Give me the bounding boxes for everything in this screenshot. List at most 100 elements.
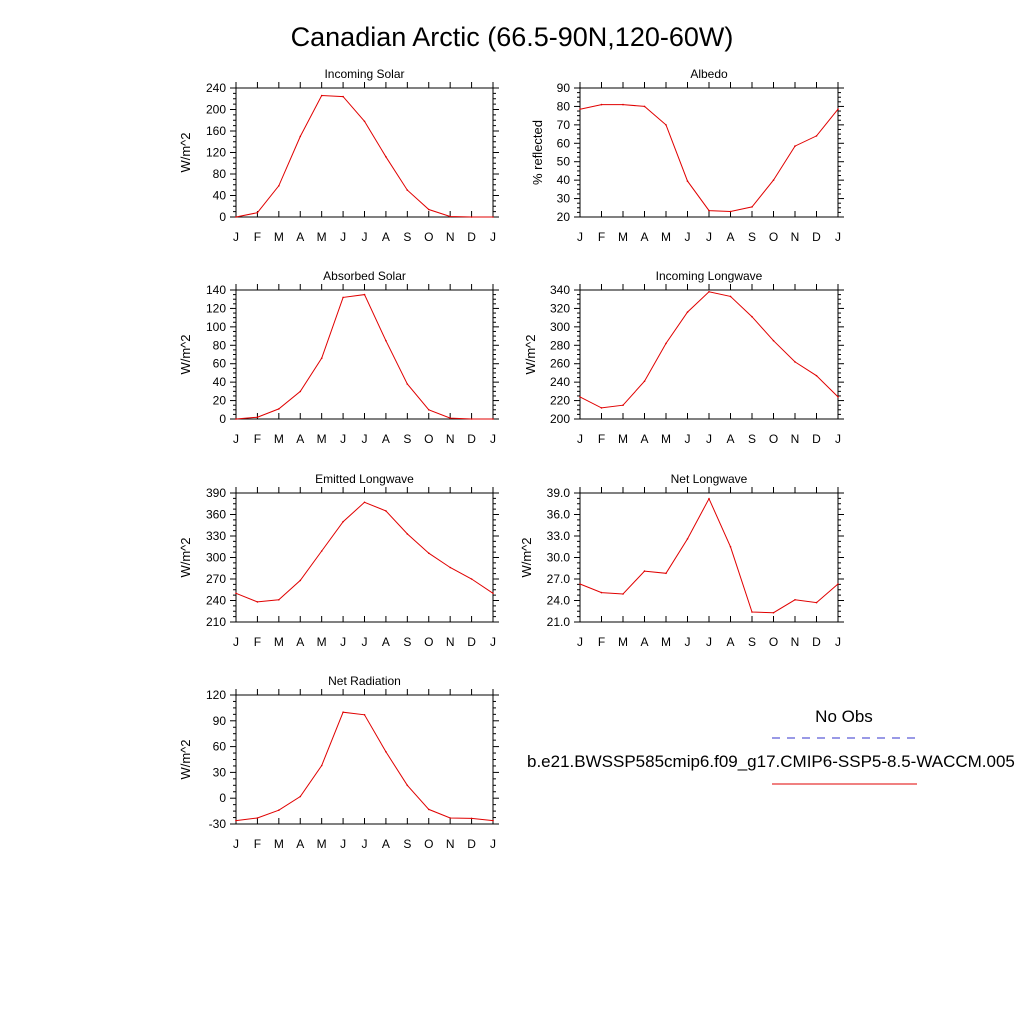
series-line bbox=[235, 711, 494, 822]
panel-title: Albedo bbox=[690, 67, 728, 81]
y-tick-label: 320 bbox=[550, 301, 570, 315]
x-tick-label: F bbox=[598, 230, 605, 244]
data-point bbox=[492, 592, 494, 595]
y-tick-label: 240 bbox=[206, 594, 226, 608]
data-point bbox=[751, 206, 753, 208]
data-point bbox=[320, 94, 323, 97]
x-tick-label: D bbox=[812, 230, 821, 244]
data-point bbox=[622, 404, 624, 407]
x-tick-label: J bbox=[233, 837, 239, 851]
x-tick-label: M bbox=[618, 635, 628, 649]
y-tick-label: 30.0 bbox=[547, 551, 571, 565]
x-tick-label: M bbox=[274, 230, 284, 244]
y-tick-label: 20 bbox=[557, 210, 571, 224]
x-tick-label: N bbox=[446, 635, 455, 649]
y-tick-label: 120 bbox=[206, 688, 226, 702]
y-tick-label: 120 bbox=[206, 301, 226, 315]
x-tick-label: M bbox=[661, 635, 671, 649]
legend: No Obs b.e21.BWSSP585cmip6.f09_g17.CMIP6… bbox=[527, 707, 1015, 785]
data-point bbox=[449, 817, 452, 819]
data-point bbox=[837, 396, 839, 398]
data-point bbox=[428, 808, 430, 811]
y-tick-label: 220 bbox=[550, 394, 570, 408]
y-axis-label: W/m^2 bbox=[178, 739, 193, 779]
y-tick-label: 340 bbox=[550, 283, 570, 297]
data-point bbox=[579, 396, 581, 398]
y-tick-label: 80 bbox=[213, 167, 227, 181]
data-point bbox=[772, 179, 775, 181]
data-point bbox=[772, 611, 775, 614]
x-tick-label: M bbox=[274, 635, 284, 649]
data-point bbox=[363, 120, 366, 123]
y-tick-label: 240 bbox=[550, 375, 570, 389]
x-tick-label: D bbox=[812, 635, 821, 649]
y-tick-label: 0 bbox=[219, 210, 226, 224]
legend-label-obs: No Obs bbox=[815, 707, 873, 726]
panel-title: Net Radiation bbox=[328, 674, 401, 688]
x-tick-label: A bbox=[382, 635, 390, 649]
x-tick-label: M bbox=[274, 432, 284, 446]
y-tick-label: 260 bbox=[550, 357, 570, 371]
x-tick-label: S bbox=[403, 432, 411, 446]
data-point bbox=[449, 417, 452, 419]
x-tick-label: D bbox=[812, 432, 821, 446]
y-tick-label: 24.0 bbox=[547, 594, 571, 608]
data-point bbox=[428, 552, 430, 554]
data-point bbox=[299, 390, 302, 393]
y-tick-label: 330 bbox=[206, 529, 226, 543]
data-point bbox=[256, 601, 259, 603]
data-point bbox=[708, 497, 710, 500]
data-point bbox=[363, 714, 366, 716]
y-tick-label: 80 bbox=[213, 338, 227, 352]
x-tick-label: A bbox=[382, 230, 390, 244]
plot-frame bbox=[579, 492, 839, 623]
panel-title: Incoming Solar bbox=[324, 67, 404, 81]
y-tick-label: 60 bbox=[557, 136, 571, 150]
data-point bbox=[470, 216, 473, 218]
x-tick-label: F bbox=[254, 635, 261, 649]
data-point bbox=[385, 510, 387, 512]
legend-label-model: b.e21.BWSSP585cmip6.f09_g17.CMIP6-SSP5-8… bbox=[527, 752, 1015, 771]
x-tick-label: F bbox=[254, 837, 261, 851]
x-tick-label: N bbox=[791, 635, 800, 649]
panel-title: Incoming Longwave bbox=[656, 269, 763, 283]
plot-frame bbox=[235, 289, 494, 420]
x-tick-label: J bbox=[706, 432, 712, 446]
data-point bbox=[622, 103, 624, 106]
x-tick-label: J bbox=[490, 837, 496, 851]
x-tick-label: F bbox=[598, 432, 605, 446]
panel-title: Emitted Longwave bbox=[315, 472, 414, 486]
x-tick-label: O bbox=[424, 837, 433, 851]
data-point bbox=[708, 291, 710, 293]
x-tick-label: J bbox=[340, 230, 346, 244]
data-point bbox=[470, 418, 473, 420]
x-tick-label: F bbox=[254, 432, 261, 446]
x-tick-label: J bbox=[577, 635, 583, 649]
x-tick-label: N bbox=[446, 837, 455, 851]
data-point bbox=[320, 550, 323, 552]
x-tick-label: J bbox=[233, 635, 239, 649]
x-tick-label: S bbox=[403, 635, 411, 649]
data-point bbox=[342, 711, 344, 713]
y-tick-label: -30 bbox=[209, 817, 227, 831]
x-tick-label: S bbox=[403, 837, 411, 851]
x-tick-label: A bbox=[382, 837, 390, 851]
x-tick-label: J bbox=[490, 230, 496, 244]
plot-frame bbox=[579, 87, 839, 218]
series-line bbox=[579, 104, 839, 213]
y-tick-label: 60 bbox=[213, 740, 227, 754]
x-tick-label: F bbox=[254, 230, 261, 244]
x-tick-label: S bbox=[748, 230, 756, 244]
data-point bbox=[299, 579, 302, 582]
x-tick-label: O bbox=[424, 432, 433, 446]
y-tick-label: 70 bbox=[557, 118, 571, 132]
x-tick-label: S bbox=[748, 635, 756, 649]
y-tick-label: 27.0 bbox=[547, 572, 571, 586]
panel-title: Net Longwave bbox=[671, 472, 748, 486]
data-point bbox=[794, 145, 796, 147]
data-point bbox=[278, 408, 280, 410]
x-tick-label: A bbox=[640, 432, 648, 446]
